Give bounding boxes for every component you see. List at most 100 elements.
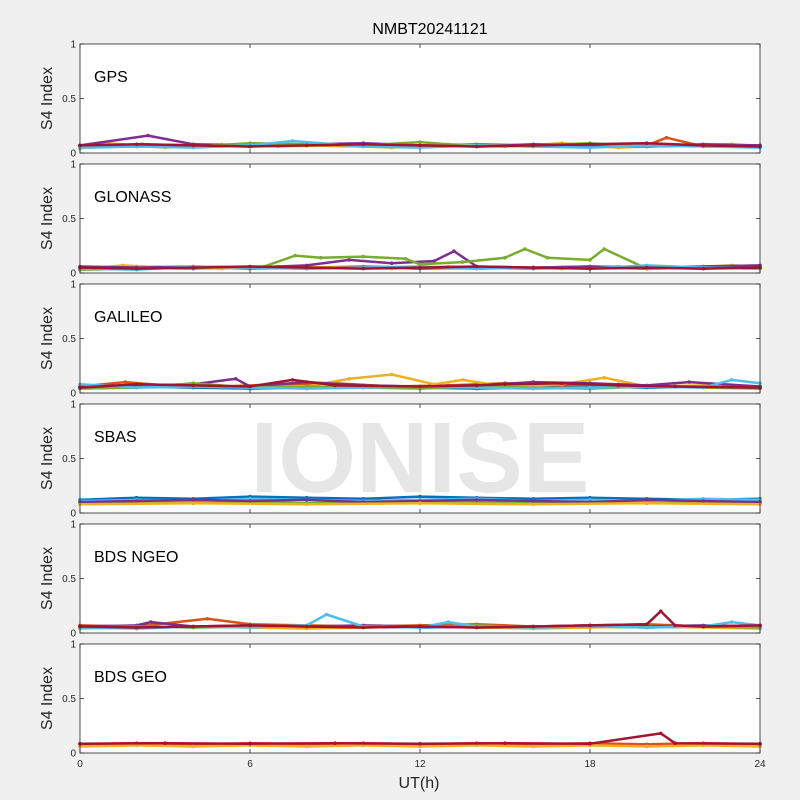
data-point bbox=[588, 266, 592, 271]
data-point bbox=[474, 498, 479, 502]
data-point bbox=[333, 383, 337, 388]
series-line-2 bbox=[79, 732, 761, 745]
data-point bbox=[134, 266, 139, 271]
data-point bbox=[248, 384, 252, 389]
data-point bbox=[418, 624, 422, 629]
y-tick-label: 0 bbox=[70, 389, 76, 400]
data-point bbox=[503, 255, 507, 260]
data-point bbox=[701, 143, 706, 148]
data-point bbox=[474, 383, 479, 388]
data-point bbox=[531, 499, 536, 503]
data-point bbox=[418, 741, 422, 746]
data-point bbox=[191, 383, 196, 388]
data-point bbox=[673, 384, 677, 389]
data-point bbox=[673, 741, 677, 745]
data-point bbox=[701, 499, 706, 503]
y-tick-label: 0.5 bbox=[62, 454, 76, 465]
data-point bbox=[602, 247, 606, 251]
y-tick-label: 0 bbox=[70, 269, 76, 280]
data-point bbox=[644, 498, 649, 502]
data-point bbox=[123, 380, 128, 384]
data-point bbox=[644, 744, 649, 749]
data-point bbox=[588, 385, 592, 390]
x-tick-label: 12 bbox=[414, 759, 426, 770]
data-point bbox=[290, 139, 295, 143]
data-point bbox=[531, 502, 536, 507]
plot-area bbox=[80, 284, 760, 393]
watermark-logo: IONISE bbox=[251, 402, 590, 514]
data-point bbox=[452, 249, 456, 253]
data-point bbox=[304, 624, 309, 629]
data-point bbox=[588, 741, 592, 746]
y-tick-label: 0 bbox=[70, 509, 76, 520]
data-point bbox=[248, 741, 252, 746]
panel-label: BDS NGEO bbox=[94, 549, 178, 566]
data-point bbox=[134, 625, 139, 630]
panel-sbas: 0 0.5 1 S4 Index SBAS bbox=[39, 400, 762, 520]
y-tick-label: 0 bbox=[70, 629, 76, 640]
panel-gps: 0 0.5 1 S4 Index GPS bbox=[39, 40, 762, 160]
data-point bbox=[588, 258, 592, 262]
panel-label: GALILEO bbox=[94, 309, 162, 326]
data-point bbox=[418, 265, 422, 270]
y-tick-label: 1 bbox=[70, 520, 76, 531]
data-point bbox=[588, 142, 592, 147]
data-point bbox=[644, 141, 649, 145]
data-point bbox=[418, 744, 422, 749]
data-point bbox=[319, 255, 323, 260]
data-point bbox=[588, 145, 592, 150]
y-tick-label: 0.5 bbox=[62, 94, 76, 105]
data-point bbox=[248, 144, 252, 149]
data-point bbox=[149, 620, 153, 624]
panel-galileo: 0 0.5 1 S4 Index GALILEO bbox=[39, 280, 762, 400]
y-axis-label: S4 Index bbox=[39, 307, 56, 370]
data-point bbox=[418, 501, 422, 506]
y-axis-label: S4 Index bbox=[39, 187, 56, 250]
data-point bbox=[588, 623, 592, 628]
data-point bbox=[659, 731, 663, 736]
data-point bbox=[644, 625, 649, 630]
data-point bbox=[134, 499, 139, 503]
data-point bbox=[531, 386, 536, 391]
data-point bbox=[460, 260, 465, 264]
data-point bbox=[248, 623, 252, 628]
data-point bbox=[432, 259, 437, 263]
plot-area bbox=[80, 164, 760, 273]
data-point bbox=[503, 382, 507, 387]
panel-bds-ngeo: 0 0.5 1 S4 Index BDS NGEO bbox=[39, 520, 762, 640]
data-point bbox=[701, 266, 706, 271]
data-point bbox=[644, 265, 649, 270]
x-axis-label: UT(h) bbox=[399, 775, 440, 792]
data-point bbox=[333, 741, 337, 745]
data-point bbox=[673, 623, 677, 628]
data-point bbox=[389, 372, 394, 377]
x-tick-label: 0 bbox=[77, 759, 83, 770]
y-tick-label: 1 bbox=[70, 40, 76, 51]
data-point bbox=[361, 266, 366, 271]
data-point bbox=[418, 140, 422, 144]
data-point bbox=[602, 375, 606, 380]
y-tick-label: 0.5 bbox=[62, 574, 76, 585]
data-point bbox=[474, 144, 479, 149]
panel-label: GLONASS bbox=[94, 189, 171, 206]
data-point bbox=[290, 378, 295, 382]
y-tick-label: 1 bbox=[70, 160, 76, 171]
data-point bbox=[191, 624, 196, 629]
data-point bbox=[389, 261, 394, 266]
y-tick-label: 0.5 bbox=[62, 214, 76, 225]
y-tick-label: 0 bbox=[70, 749, 76, 760]
y-axis-label: S4 Index bbox=[39, 547, 56, 610]
data-point bbox=[163, 741, 167, 745]
data-point bbox=[191, 744, 196, 749]
data-point bbox=[205, 617, 210, 621]
panel-label: BDS GEO bbox=[94, 669, 167, 686]
y-tick-label: 0 bbox=[70, 149, 76, 160]
data-point bbox=[531, 744, 536, 749]
data-point bbox=[304, 386, 309, 391]
panel-label: SBAS bbox=[94, 429, 137, 446]
data-point bbox=[418, 494, 422, 499]
data-point bbox=[531, 265, 536, 270]
data-point bbox=[474, 625, 479, 630]
data-point bbox=[191, 143, 196, 148]
